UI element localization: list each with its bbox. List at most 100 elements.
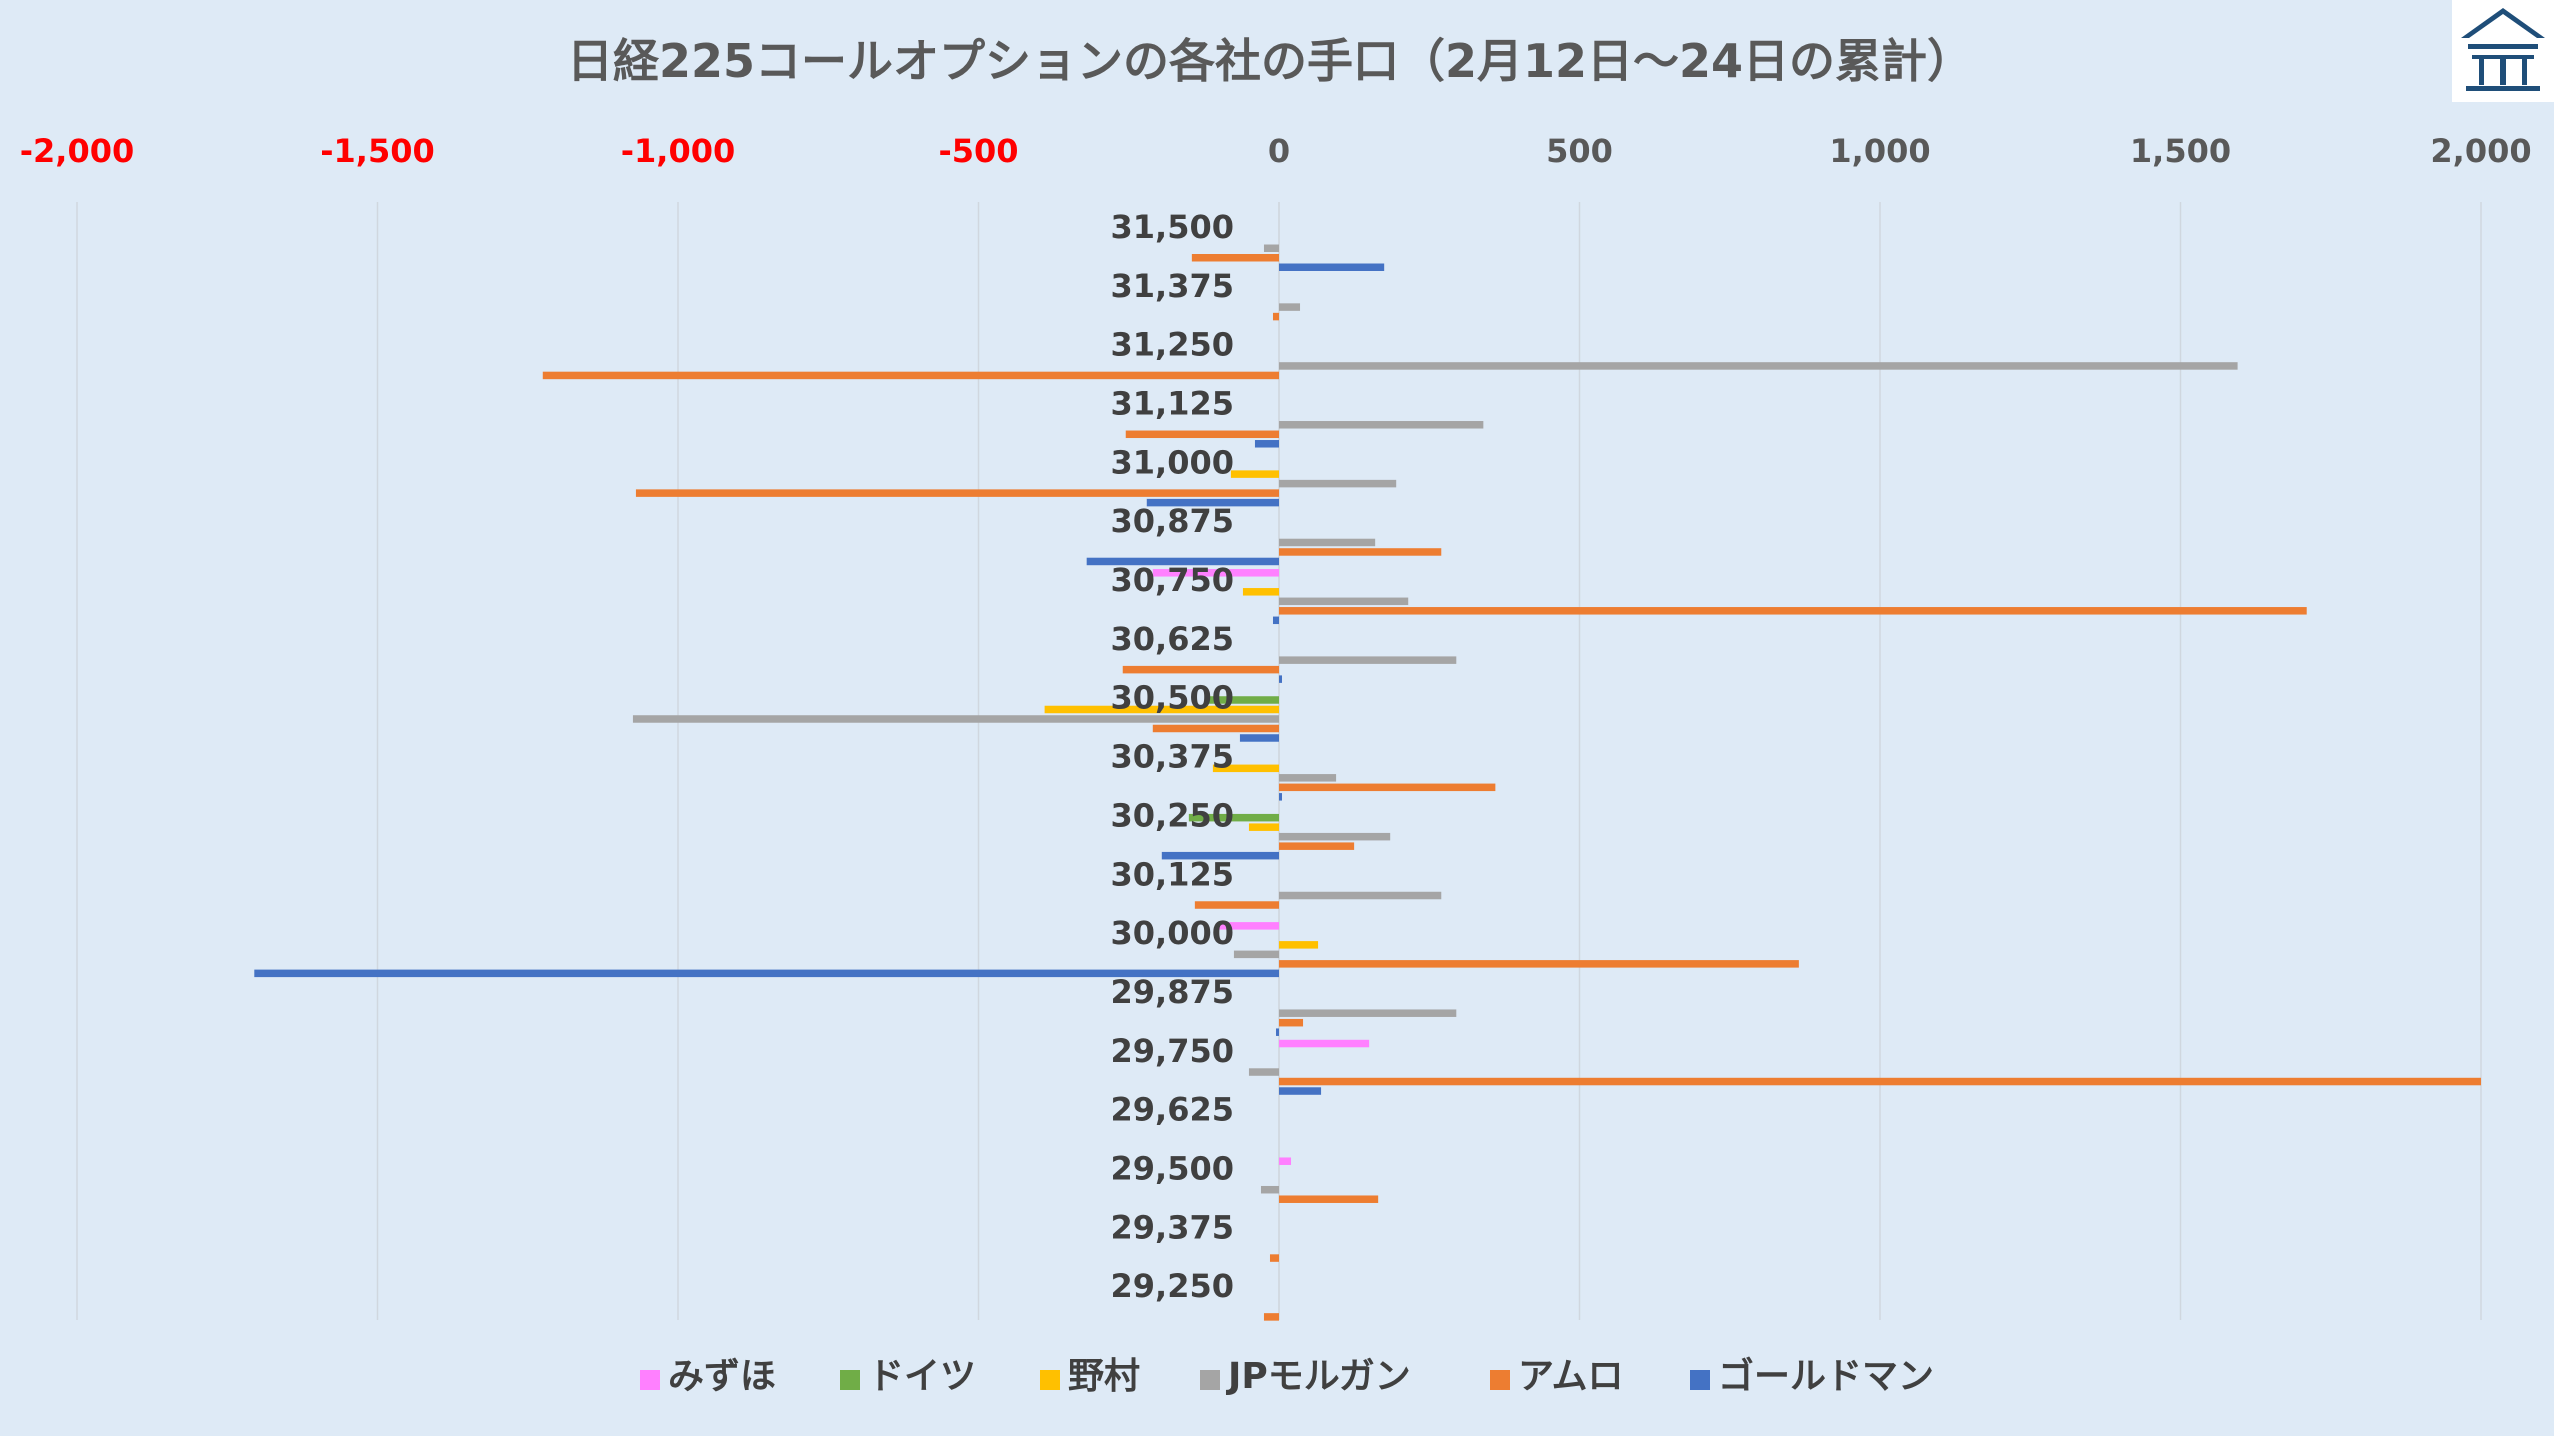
bar (1206, 696, 1279, 704)
bars (254, 244, 2481, 1321)
y-category-label: 29,875 (1111, 973, 1234, 1011)
x-tick-label: 1,500 (2130, 132, 2231, 170)
x-axis-ticks: -2,000 -1,500 -1,000 -500 0 500 1,000 1,500 2,00… (20, 132, 2532, 170)
chart-title: 日経225コールオプションの各社の手口（2月12日～24日の累計） (567, 34, 1973, 88)
y-category-label: 31,250 (1111, 326, 1234, 364)
y-category-label: 30,625 (1111, 620, 1234, 658)
y-category-label: 31,000 (1111, 443, 1234, 481)
legend-swatch (840, 1370, 860, 1390)
y-category-label: 31,125 (1111, 385, 1234, 423)
bar (254, 969, 1279, 978)
y-category-label: 29,625 (1111, 1091, 1234, 1129)
bar (1279, 1009, 1457, 1017)
bar (1279, 1018, 1304, 1027)
bar (1263, 1313, 1279, 1321)
legend-item: 野村 (1040, 1356, 1140, 1397)
y-category-label: 29,250 (1111, 1267, 1234, 1305)
bar (1279, 832, 1391, 841)
legend-label: ゴールドマン (1718, 1355, 1934, 1397)
bar (1230, 470, 1279, 478)
x-tick-label: 0 (1268, 132, 1290, 170)
grid (76, 202, 2482, 1320)
bar (1248, 823, 1279, 831)
legend-item: アムロ (1490, 1356, 1623, 1397)
legend-label: JPモルガン (1225, 1356, 1411, 1397)
bar (1254, 440, 1279, 448)
legend-swatch (1490, 1370, 1510, 1390)
bar (1279, 597, 1409, 606)
bar (1279, 656, 1457, 664)
x-tick-label: -1,000 (621, 132, 736, 170)
bar (1279, 1087, 1322, 1095)
shrine-logo-icon (2461, 8, 2545, 91)
bar (1044, 705, 1279, 714)
bar (1233, 950, 1279, 959)
bar (1242, 588, 1279, 596)
bar (1272, 616, 1279, 625)
bar (1279, 303, 1301, 311)
y-category-label: 30,375 (1111, 738, 1234, 776)
bar (1152, 569, 1279, 577)
bar (1279, 783, 1496, 792)
bar (1279, 842, 1355, 850)
x-tick-label: 500 (1546, 132, 1613, 170)
bar (1279, 675, 1283, 683)
x-tick-label: -1,500 (320, 132, 435, 170)
y-category-label: 29,375 (1111, 1208, 1234, 1246)
bar (1146, 498, 1279, 507)
legend-label: みずほ (668, 1356, 776, 1397)
bar (1279, 1077, 2481, 1086)
bar (1248, 1068, 1279, 1076)
bar (1279, 1195, 1379, 1203)
bar (1279, 941, 1319, 949)
bar (635, 489, 1279, 497)
bar (1191, 254, 1279, 262)
bar (1212, 764, 1279, 773)
bar (1275, 1028, 1279, 1036)
bar (1279, 774, 1337, 782)
bar (1279, 538, 1376, 547)
bar (1122, 665, 1279, 674)
x-tick-label: 2,000 (2430, 132, 2531, 170)
bar (542, 371, 1279, 380)
y-category-label: 30,000 (1111, 914, 1234, 952)
bar (1279, 362, 2238, 370)
y-category-label: 30,250 (1111, 796, 1234, 834)
y-category-label: 30,500 (1111, 679, 1234, 717)
legend-swatch (640, 1370, 660, 1390)
bar (1188, 813, 1279, 822)
y-category-label: 29,750 (1111, 1032, 1234, 1070)
bar (1263, 244, 1279, 252)
x-tick-label: -500 (938, 132, 1018, 170)
x-tick-label: -2,000 (20, 132, 135, 170)
y-category-label: 30,875 (1111, 502, 1234, 540)
bar (1279, 793, 1283, 801)
y-category-label: 29,500 (1111, 1149, 1234, 1187)
y-category-label: 31,375 (1111, 267, 1234, 305)
bar (1279, 548, 1442, 556)
legend-item: ドイツ (840, 1356, 976, 1397)
bar (1269, 1254, 1279, 1262)
legend-label: アムロ (1518, 1356, 1623, 1397)
bar (1239, 734, 1279, 742)
bar (1194, 901, 1279, 909)
x-tick-label: 1,000 (1829, 132, 1930, 170)
bar (1161, 851, 1279, 860)
legend-swatch (1200, 1370, 1220, 1390)
y-category-label: 31,500 (1111, 208, 1234, 246)
legend-item: JPモルガン (1200, 1356, 1411, 1397)
bar (1279, 607, 2307, 615)
logo (2452, 0, 2554, 102)
bar (1125, 430, 1279, 439)
legend-item: みずほ (640, 1356, 776, 1397)
legend-item: ゴールドマン (1690, 1355, 1934, 1397)
bar (632, 715, 1279, 723)
bar (1279, 421, 1484, 429)
bar (1152, 724, 1279, 733)
bar (1279, 891, 1442, 900)
legend: みずほ ドイツ 野村 JPモルガン アムロ ゴールドマン (640, 1355, 1934, 1397)
bar (1279, 1039, 1370, 1048)
bar (1260, 1185, 1279, 1194)
